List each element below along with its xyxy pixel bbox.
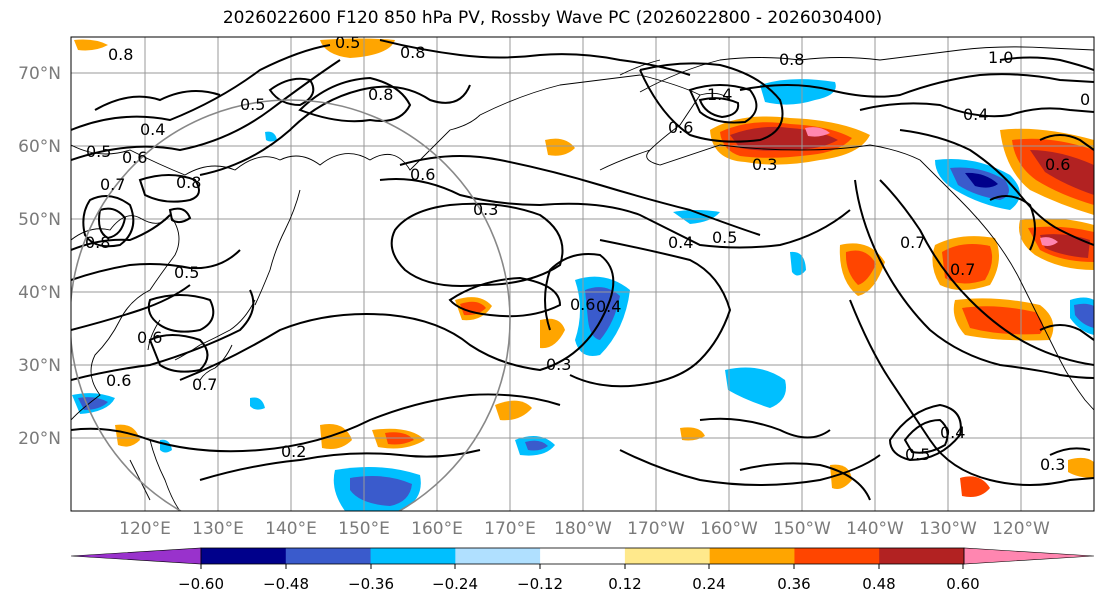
colorbar-tick-label: −0.12: [517, 575, 563, 593]
longitude-label: 160°W: [700, 519, 758, 539]
contour-label: 0.6: [106, 371, 131, 390]
longitude-label: 140°W: [846, 519, 904, 539]
contour-label: 0.5: [86, 142, 111, 161]
contour-label: 0.6: [1045, 155, 1070, 174]
longitude-label: 170°E: [484, 519, 536, 539]
contour-label: 0.4: [140, 120, 165, 139]
contour-label: 0.8: [85, 233, 110, 252]
contour-label: 0.3: [473, 200, 498, 219]
contour-label: 0.3: [546, 355, 571, 374]
contour-label: 0.6: [570, 295, 595, 314]
contour-label: 0.8: [400, 43, 425, 62]
contour-label: 0.6: [122, 148, 147, 167]
colorbar-tick-label: 0.24: [692, 575, 725, 593]
colorbar: −0.60 −0.48 −0.36 −0.24 −0.12 0.12 0.24 …: [70, 547, 1095, 593]
colorbar-tick-label: −0.36: [348, 575, 394, 593]
longitude-label: 150°W: [773, 519, 831, 539]
pv-contours: [71, 39, 1094, 501]
contour-label: 0: [1080, 90, 1090, 109]
colorbar-tick-label: 0.48: [862, 575, 895, 593]
latitude-label: 50°N: [18, 210, 61, 230]
longitude-label: 130°W: [919, 519, 977, 539]
contour-label: 0.6: [668, 118, 693, 137]
contour-label: 0.7: [100, 175, 125, 194]
colorbar-tick-label: 0.12: [608, 575, 641, 593]
contour-label: 0.6: [137, 328, 162, 347]
colorbar-ticks: [200, 564, 964, 569]
colorbar-segment: [879, 548, 965, 564]
contour-labels: 0.5 0.8 0.8 0.5 0.8 0.6 0.7 0.8 0.4 0.5 …: [85, 33, 1090, 474]
colorbar-tick-label: −0.60: [178, 575, 224, 593]
colorbar-segment: [540, 548, 626, 564]
contour-label: 0.6: [410, 165, 435, 184]
colorbar-extend-high: [963, 547, 1095, 565]
positive-anomaly-shading: [74, 38, 1094, 497]
longitude-label: 140°E: [265, 519, 317, 539]
contour-label: 0.3: [752, 155, 777, 174]
colorbar-segment: [624, 548, 711, 564]
colorbar-segment: [455, 548, 541, 564]
latitude-label: 20°N: [18, 429, 61, 449]
longitude-label: 130°E: [192, 519, 244, 539]
colorbar-segment: [201, 548, 287, 564]
contour-label: 0.5: [240, 95, 265, 114]
colorbar-segment: [709, 548, 795, 564]
contour-label: 0.4: [668, 233, 693, 252]
colorbar-segment: [794, 548, 880, 564]
contour-label: 0.8: [368, 85, 393, 104]
latitude-label: 40°N: [18, 283, 61, 303]
latitude-label: 60°N: [18, 137, 61, 157]
colorbar-tick-label: 0.60: [946, 575, 979, 593]
colorbar-outline: [200, 547, 965, 565]
colorbar-tick-label: 0.36: [777, 575, 810, 593]
latitude-label: 70°N: [18, 64, 61, 84]
colorbar-tick-label: −0.48: [263, 575, 309, 593]
contour-label: 0.7: [192, 375, 217, 394]
contour-label: 0.4: [963, 105, 988, 124]
longitude-label: 120°W: [992, 519, 1050, 539]
latitude-label: 30°N: [18, 356, 61, 376]
contour-label: 1.0: [988, 48, 1013, 67]
colorbar-extend-low: [70, 547, 202, 565]
colorbar-segment: [370, 548, 456, 564]
longitude-label: 120°E: [119, 519, 171, 539]
longitude-axis: 120°E 130°E 140°E 150°E 160°E 170°E 180°…: [119, 519, 1050, 539]
contour-label: 0.5: [174, 263, 199, 282]
contour-label: 0.5: [712, 228, 737, 247]
contour-label: 0.8: [779, 50, 804, 69]
longitude-label: 170°W: [627, 519, 685, 539]
longitude-label: 180°W: [554, 519, 612, 539]
contour-label: 0.7: [900, 233, 925, 252]
colorbar-segment: [285, 548, 372, 564]
contour-label: 0.4: [940, 423, 965, 442]
contour-label: 0.4: [596, 297, 621, 316]
contour-label: 0.8: [176, 173, 201, 192]
contour-label: 1.4: [707, 85, 732, 104]
contour-label: 0.5: [335, 33, 360, 52]
contour-label: 0.8: [108, 45, 133, 64]
contour-label: 0.2: [281, 442, 306, 461]
latitude-axis: 70°N 60°N 50°N 40°N 30°N 20°N: [18, 64, 61, 449]
colorbar-tick-label: −0.24: [432, 575, 478, 593]
longitude-label: 150°E: [338, 519, 390, 539]
horizon-circle: [71, 99, 511, 511]
contour-label: 0.5: [905, 445, 930, 464]
map-frame: [70, 36, 1095, 512]
contour-label: 0.7: [950, 260, 975, 279]
longitude-label: 160°E: [411, 519, 463, 539]
contour-label: 0.3: [1040, 455, 1065, 474]
map-title: 2026022600 F120 850 hPa PV, Rossby Wave …: [222, 8, 883, 28]
